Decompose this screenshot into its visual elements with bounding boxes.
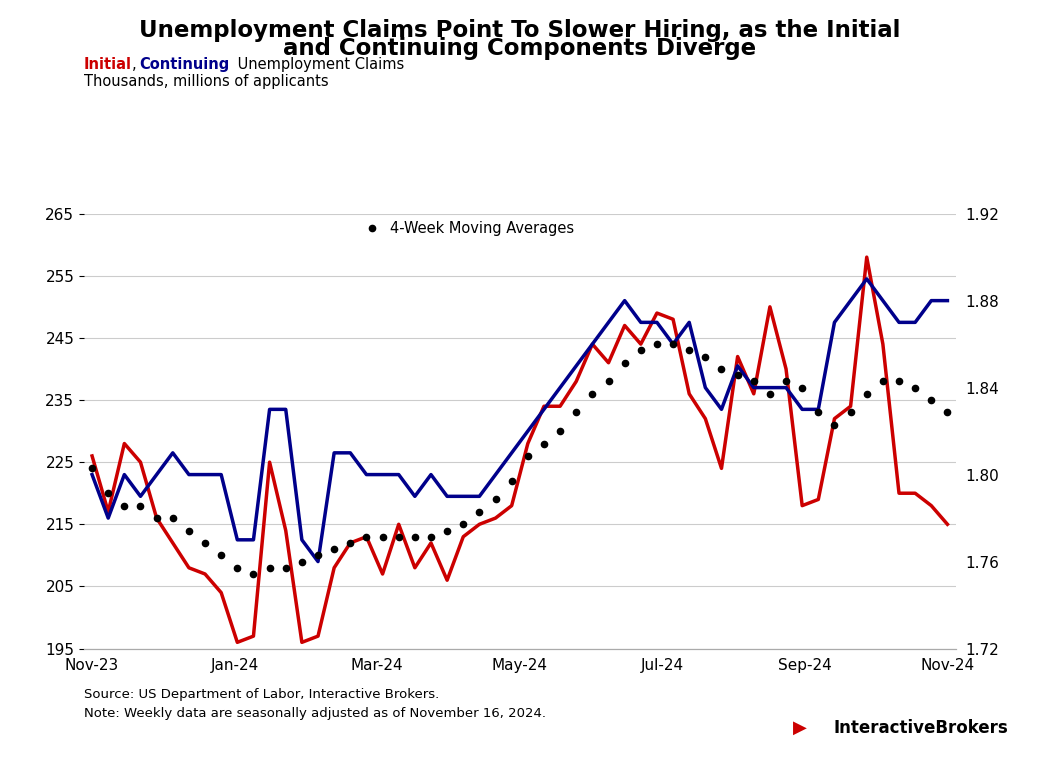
Legend: 4-Week Moving Averages: 4-Week Moving Averages xyxy=(361,221,574,236)
Text: and Continuing Components Diverge: and Continuing Components Diverge xyxy=(284,37,756,60)
Text: Initial: Initial xyxy=(84,57,132,72)
Text: ,: , xyxy=(132,57,137,72)
Text: Unemployment Claims: Unemployment Claims xyxy=(233,57,404,72)
Text: ▶: ▶ xyxy=(793,719,806,737)
Text: Source: US Department of Labor, Interactive Brokers.: Source: US Department of Labor, Interact… xyxy=(84,688,439,701)
Text: Continuing: Continuing xyxy=(140,57,230,72)
Text: Note: Weekly data are seasonally adjusted as of November 16, 2024.: Note: Weekly data are seasonally adjuste… xyxy=(84,707,546,720)
Text: Thousands, millions of applicants: Thousands, millions of applicants xyxy=(84,74,329,89)
Text: InteractiveBrokers: InteractiveBrokers xyxy=(834,719,1008,737)
Text: Unemployment Claims Point To Slower Hiring, as the Initial: Unemployment Claims Point To Slower Hiri… xyxy=(139,19,901,42)
